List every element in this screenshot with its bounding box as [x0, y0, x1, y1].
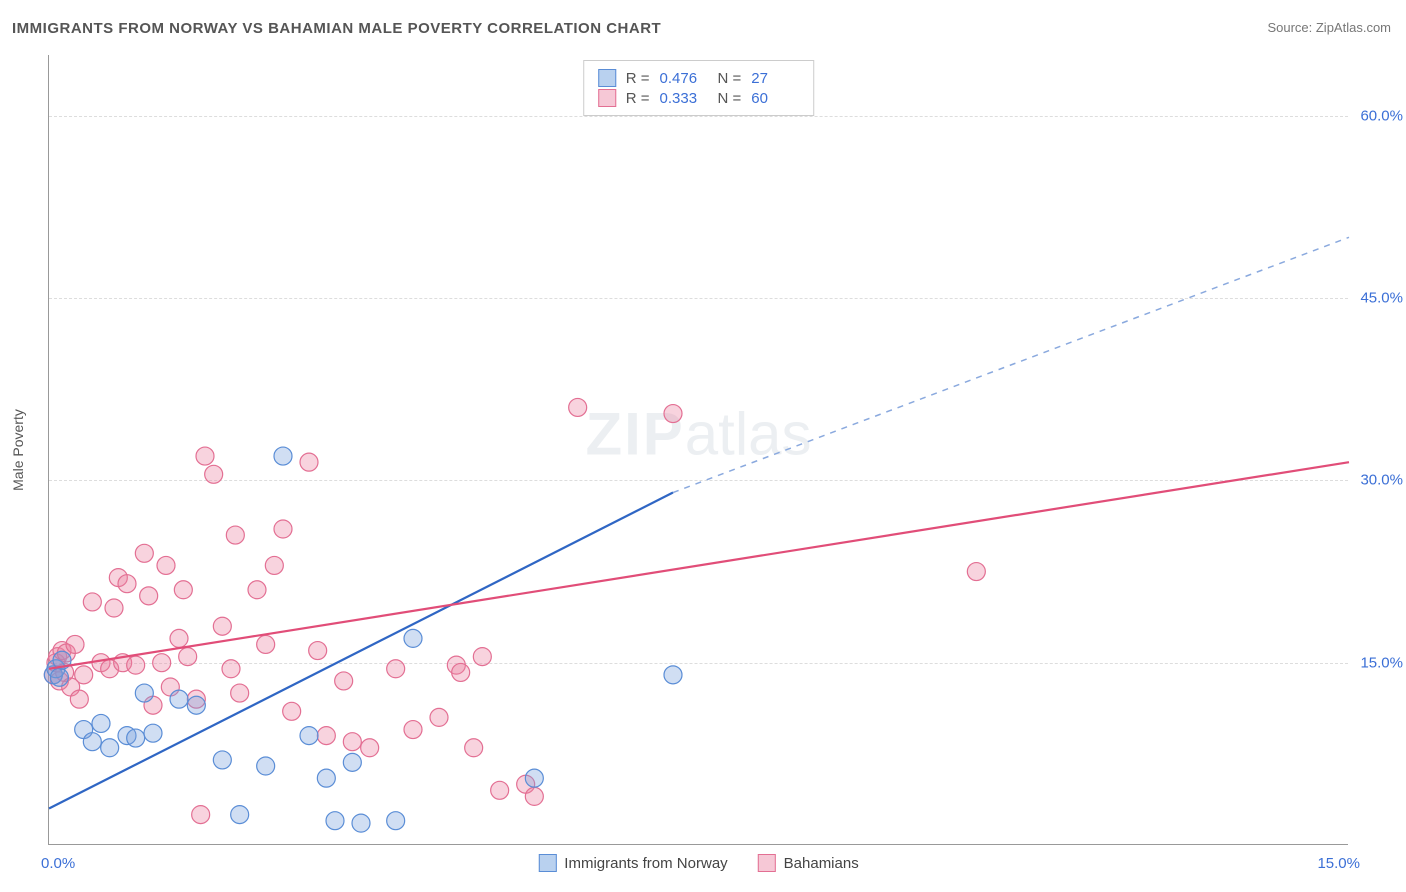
swatch-bahamians-icon [758, 854, 776, 872]
chart-title: IMMIGRANTS FROM NORWAY VS BAHAMIAN MALE … [12, 20, 661, 37]
legend-label-norway: Immigrants from Norway [564, 855, 727, 872]
plot-svg [49, 55, 1349, 845]
swatch-norway-icon [538, 854, 556, 872]
legend-label-bahamians: Bahamians [784, 855, 859, 872]
x-tick-1: 15.0% [1317, 855, 1360, 872]
source-attribution: Source: ZipAtlas.com [1267, 20, 1391, 35]
x-tick-0: 0.0% [41, 855, 75, 872]
chart-container: IMMIGRANTS FROM NORWAY VS BAHAMIAN MALE … [0, 0, 1406, 892]
legend-item-bahamians: Bahamians [758, 854, 859, 872]
series-legend: Immigrants from Norway Bahamians [538, 854, 858, 872]
legend-item-norway: Immigrants from Norway [538, 854, 727, 872]
chart-area: Male Poverty ZIPatlas 15.0%30.0%45.0%60.… [48, 55, 1388, 845]
plot-region: ZIPatlas 15.0%30.0%45.0%60.0% R = 0.476 … [48, 55, 1348, 845]
y-axis-label: Male Poverty [10, 409, 26, 491]
